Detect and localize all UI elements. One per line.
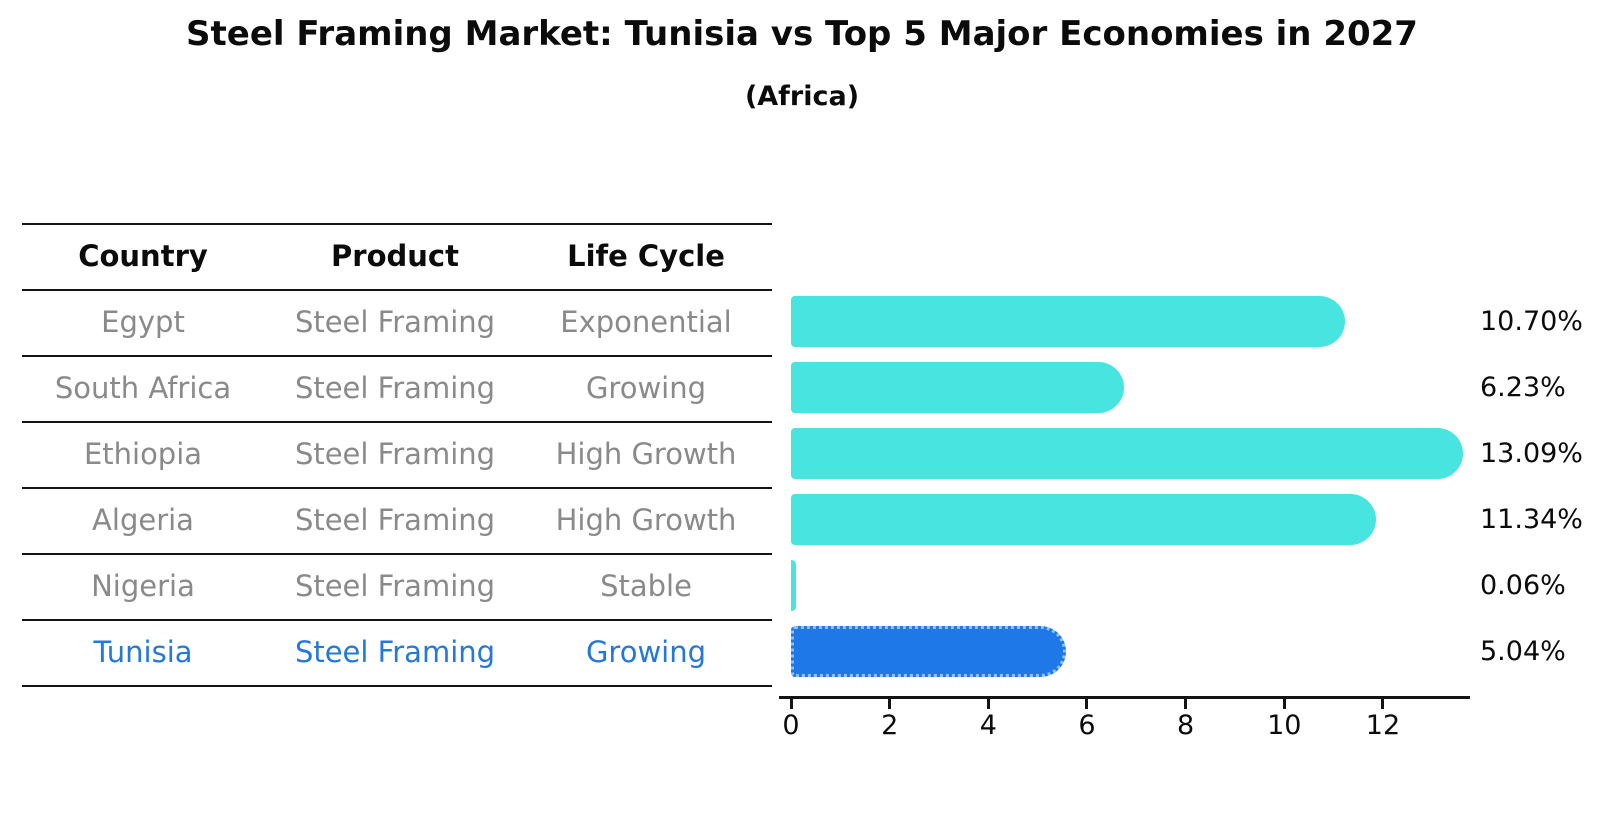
x-axis-tick-label: 10 [1267,710,1302,741]
table-rule [22,355,772,357]
bar-south-africa [791,362,1125,413]
table-rule [22,685,772,687]
x-axis-tick-label: 8 [1177,710,1195,741]
table-row-ethiopia: Ethiopia Steel Framing High Growth [0,421,772,487]
x-axis-tick [986,699,990,709]
table-row-south-africa: South Africa Steel Framing Growing [0,355,772,421]
x-axis-tick [888,699,892,709]
product-cell: Steel Framing [294,305,496,339]
product-cell: Steel Framing [294,371,496,405]
table-rule [22,619,772,621]
table-row-egypt: Egypt Steel Framing Exponential [0,289,772,355]
bar-nigeria [791,560,796,611]
x-axis-tick-label: 6 [1078,710,1096,741]
country-cell: South Africa [54,371,232,405]
country-cell: Ethiopia [83,437,203,471]
bar-algeria [791,494,1377,545]
product-cell: Steel Framing [294,503,496,537]
column-header-product: Product [331,239,459,273]
chart-subtitle: (Africa) [744,81,860,112]
bar-value-label: 10.70% [1480,306,1583,337]
life-cycle-cell: Growing [585,371,707,405]
table-row-nigeria: Nigeria Steel Framing Stable [0,553,772,619]
x-axis-tick-label: 0 [782,710,800,741]
country-cell: Egypt [101,305,185,339]
life-cycle-cell: High Growth [555,503,737,537]
bar-value-label: 11.34% [1480,504,1583,535]
table-row-tunisia: Tunisia Steel Framing Growing [0,619,772,685]
bar-egypt [791,296,1345,347]
product-cell: Steel Framing [294,635,496,669]
x-axis-tick [1282,699,1286,709]
table-rule [22,289,772,291]
x-axis-tick [1381,699,1385,709]
x-axis-tick [789,699,793,709]
life-cycle-cell: Stable [600,569,692,603]
x-axis-tick-label: 12 [1365,710,1401,741]
bar-ethiopia [791,428,1463,479]
table-row-algeria: Algeria Steel Framing High Growth [0,487,772,553]
x-axis-tick [1085,699,1089,709]
bar-value-label: 5.04% [1480,636,1566,667]
table-header-row: Country Product Life Cycle [0,223,772,289]
country-cell: Algeria [92,503,194,537]
column-header-country: Country [78,239,208,273]
chart-title: Steel Framing Market: Tunisia vs Top 5 M… [186,14,1418,54]
column-header-life-cycle: Life Cycle [567,239,725,273]
table-rule [22,223,772,225]
table-rule [22,421,772,423]
country-cell: Tunisia [93,635,193,669]
bar-tunisia [791,626,1066,677]
x-axis-tick-label: 4 [979,710,997,741]
table-rule [22,487,772,489]
bar-value-label: 0.06% [1480,570,1566,601]
table-rule [22,553,772,555]
bar-value-label: 13.09% [1480,438,1583,469]
country-cell: Nigeria [91,569,195,603]
x-axis-tick [1184,699,1188,709]
life-cycle-cell: High Growth [555,437,737,471]
product-cell: Steel Framing [294,437,496,471]
x-axis-line [779,696,1470,699]
life-cycle-cell: Growing [585,635,707,669]
product-cell: Steel Framing [294,569,496,603]
x-axis-tick-label: 2 [881,710,899,741]
life-cycle-cell: Exponential [560,305,732,339]
bar-value-label: 6.23% [1480,372,1566,403]
